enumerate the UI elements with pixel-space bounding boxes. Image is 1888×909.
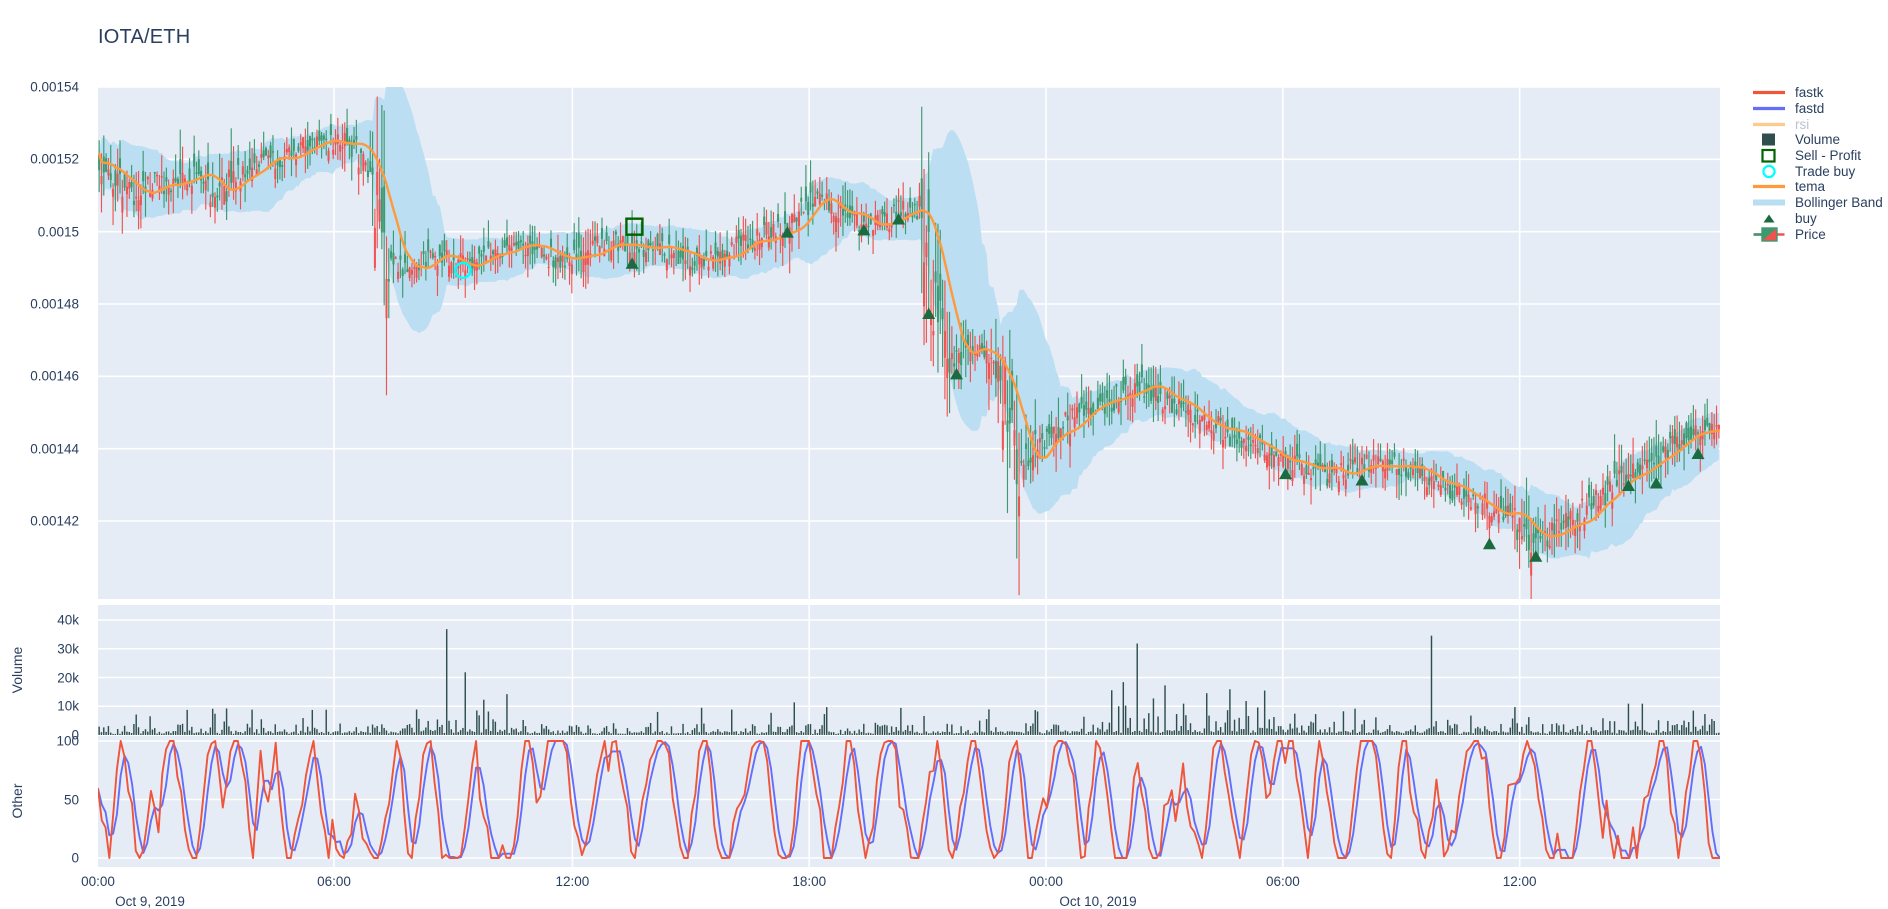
price-y-axis: 0.00154 0.00152 0.0015 0.00148 0.00146 0.0014… bbox=[0, 80, 88, 599]
square-filled-swatch bbox=[1752, 132, 1786, 147]
page-title: IOTA/ETH bbox=[98, 26, 191, 48]
volume-y-axis: 40k 30k 20k 10k 0 bbox=[0, 605, 88, 743]
bollinger-band-area bbox=[99, 87, 1719, 560]
volume-bars bbox=[98, 629, 1720, 736]
y-tick-label: 20k bbox=[57, 670, 79, 685]
x-tick-label: 00:00 bbox=[81, 874, 115, 889]
sell-profit-marker bbox=[625, 217, 644, 236]
y-tick-label: 0.00152 bbox=[30, 151, 79, 167]
legend-item-rsi[interactable]: rsi bbox=[1752, 116, 1888, 132]
volume-axis-title: Volume bbox=[9, 646, 25, 694]
legend-item-label: Price bbox=[1795, 226, 1826, 242]
legend-item-price[interactable]: Price bbox=[1752, 226, 1888, 242]
circle-open-swatch bbox=[1752, 164, 1786, 179]
trade-buy-marker bbox=[454, 261, 472, 280]
buy-markers bbox=[625, 212, 1705, 562]
y-tick-label: 0.00144 bbox=[30, 441, 79, 457]
volume-panel[interactable] bbox=[98, 605, 1720, 736]
band-swatch bbox=[1752, 195, 1786, 210]
x-tick-label: 18:00 bbox=[792, 874, 827, 889]
x-tick-label: 12:00 bbox=[555, 874, 590, 889]
line-swatch bbox=[1752, 179, 1786, 194]
y-tick-label: 40k bbox=[57, 612, 79, 628]
legend-item-label: fastk bbox=[1795, 85, 1824, 101]
y-tick-label: 0 bbox=[71, 850, 79, 866]
legend[interactable]: fastk fastd rsi Volume Sell - Profit Trade bu… bbox=[1752, 85, 1888, 242]
price-panel[interactable] bbox=[98, 87, 1720, 599]
legend-item-buy[interactable]: buy bbox=[1752, 211, 1888, 227]
y-tick-label: 50 bbox=[63, 792, 79, 807]
legend-item-label: Bollinger Band bbox=[1795, 195, 1883, 211]
fastk-line bbox=[98, 740, 1720, 859]
y-tick-label: 0 bbox=[71, 727, 79, 743]
legend-item-volume[interactable]: Volume bbox=[1752, 132, 1888, 148]
legend-item-label: tema bbox=[1795, 179, 1826, 195]
x-date-label: Oct 10, 2019 bbox=[1059, 894, 1137, 909]
other-panel[interactable] bbox=[98, 736, 1720, 867]
y-tick-label: 0.00146 bbox=[30, 368, 79, 384]
line-swatch bbox=[1752, 117, 1786, 132]
y-tick-label: 0.00142 bbox=[30, 513, 79, 529]
legend-item-trade-buy[interactable]: Trade buy bbox=[1752, 163, 1888, 179]
y-tick-label: 0.00154 bbox=[30, 79, 79, 95]
x-date-label: Oct 9, 2019 bbox=[115, 894, 185, 909]
legend-item-tema[interactable]: tema bbox=[1752, 179, 1888, 195]
legend-item-label: Sell - Profit bbox=[1795, 148, 1862, 164]
tema-line bbox=[98, 139, 1720, 538]
other-y-axis: 100 50 0 bbox=[0, 733, 88, 867]
y-tick-label: 10k bbox=[57, 698, 79, 714]
legend-item-label: Volume bbox=[1795, 132, 1841, 148]
legend-item-label: fastd bbox=[1795, 101, 1825, 117]
x-tick-label: 00:00 bbox=[1029, 874, 1063, 889]
y-tick-label: 100 bbox=[56, 733, 79, 749]
legend-item-sell-profit[interactable]: Sell - Profit bbox=[1752, 148, 1888, 164]
legend-item-label: Trade buy bbox=[1795, 163, 1856, 179]
legend-item-fastk[interactable]: fastk bbox=[1752, 85, 1888, 101]
line-swatch bbox=[1752, 85, 1786, 100]
candlestick-swatch bbox=[1752, 226, 1786, 242]
y-tick-label: 0.00148 bbox=[30, 296, 79, 312]
y-tick-label: 30k bbox=[57, 641, 79, 657]
legend-item-label: buy bbox=[1795, 210, 1817, 226]
x-tick-label: 12:00 bbox=[1502, 874, 1537, 889]
legend-item-label: rsi bbox=[1795, 116, 1810, 132]
x-tick-label: 06:00 bbox=[1265, 874, 1300, 889]
candlestick-series bbox=[98, 96, 1720, 599]
x-tick-label: 06:00 bbox=[317, 874, 351, 889]
y-tick-label: 0.0015 bbox=[37, 224, 79, 240]
other-axis-title: Other bbox=[9, 783, 25, 819]
legend-item-bollinger-band[interactable]: Bollinger Band bbox=[1752, 195, 1888, 211]
legend-item-fastd[interactable]: fastd bbox=[1752, 101, 1888, 117]
square-open-swatch bbox=[1752, 148, 1786, 163]
triangle-up-swatch bbox=[1752, 211, 1786, 226]
line-swatch bbox=[1752, 101, 1786, 116]
